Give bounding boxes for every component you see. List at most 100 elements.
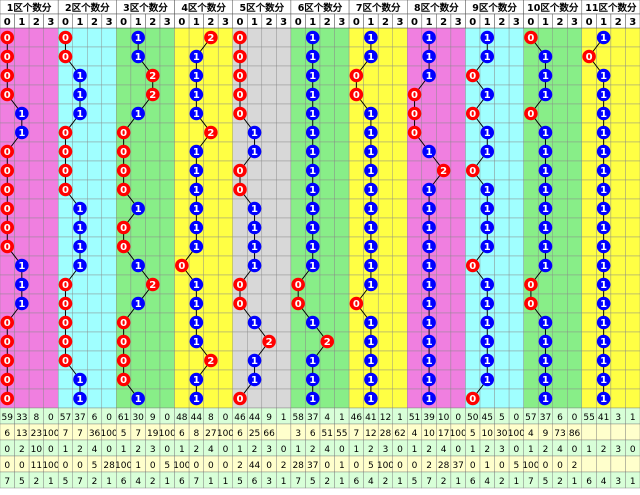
sub-header-label: 0 xyxy=(178,17,185,28)
grid-cell xyxy=(290,65,306,86)
stats-value: 100 xyxy=(159,429,176,439)
grid-cell xyxy=(159,350,175,371)
grid-cell xyxy=(43,65,59,86)
stats-value: 6 xyxy=(179,429,185,439)
grid-cell xyxy=(625,65,640,86)
grid-cell xyxy=(377,198,393,219)
grid-cell xyxy=(581,141,597,162)
grid-cell xyxy=(14,46,30,67)
grid-cell xyxy=(450,274,466,295)
stats-value: 73 xyxy=(554,429,565,439)
stats-value: 7 xyxy=(77,429,83,439)
ball-marker xyxy=(305,353,320,368)
ball-marker xyxy=(131,258,145,273)
grid-cell xyxy=(145,312,161,333)
sub-header-label: 0 xyxy=(586,17,593,28)
grid-cell xyxy=(57,84,73,105)
ball-marker xyxy=(305,163,320,178)
grid-cell xyxy=(57,217,73,238)
stats-value: 11 xyxy=(31,461,42,471)
ball-value-label: 1 xyxy=(600,128,607,139)
grid-cell xyxy=(276,46,292,67)
ball-value-label: 1 xyxy=(542,204,549,215)
stats-value: 4 xyxy=(208,445,214,455)
grid-cell xyxy=(101,312,117,333)
stats-value: 13 xyxy=(16,429,27,439)
ball-value-label: 0 xyxy=(4,90,11,101)
sub-header-label: 1 xyxy=(426,17,433,28)
grid-cell xyxy=(14,141,30,162)
stats-value: 5 xyxy=(499,413,505,423)
ball-value-label: 1 xyxy=(309,204,316,215)
grid-cell xyxy=(392,293,408,314)
grid-cell xyxy=(421,103,437,124)
grid-cell xyxy=(436,331,452,352)
grid-cell xyxy=(581,312,597,333)
stats-value: 2 xyxy=(33,477,39,487)
grid-cell xyxy=(567,141,583,162)
stats-value: 2 xyxy=(310,445,316,455)
ball-value-label: 1 xyxy=(367,356,374,367)
grid-cell xyxy=(159,27,175,48)
ball-marker xyxy=(596,144,611,159)
grid-cell xyxy=(348,236,364,257)
stats-cell xyxy=(596,423,612,441)
stats-value: 37 xyxy=(74,413,85,423)
grid-cell xyxy=(625,217,640,238)
grid-cell xyxy=(407,350,423,371)
ball-marker xyxy=(422,296,436,311)
grid-cell xyxy=(116,103,132,124)
stats-value: 1 xyxy=(339,461,345,471)
grid-cell xyxy=(567,331,583,352)
ball-value-label: 0 xyxy=(62,356,69,367)
ball-marker xyxy=(596,201,611,216)
grid-cell xyxy=(276,331,292,352)
grid-cell xyxy=(363,84,379,105)
grid-cell xyxy=(232,331,248,352)
grid-cell xyxy=(261,122,277,143)
grid-cell xyxy=(377,274,393,295)
ball-marker xyxy=(305,315,320,330)
ball-value-label: 1 xyxy=(426,71,433,82)
grid-cell xyxy=(174,122,190,143)
grid-cell xyxy=(261,293,277,314)
ball-value-label: 1 xyxy=(367,337,374,348)
grid-cell xyxy=(610,27,626,48)
grid-cell xyxy=(450,179,466,200)
ball-marker xyxy=(422,144,436,159)
grid-cell xyxy=(567,312,583,333)
grid-cell xyxy=(377,27,393,48)
grid-cell xyxy=(116,255,132,276)
stats-value: 2 xyxy=(19,445,25,455)
grid-cell xyxy=(43,179,59,200)
ball-value-label: 0 xyxy=(237,394,244,405)
ball-marker xyxy=(0,182,15,197)
grid-cell xyxy=(290,122,306,143)
grid-cell xyxy=(625,122,640,143)
grid-cell xyxy=(232,141,248,162)
ball-marker xyxy=(15,125,29,140)
ball-value-label: 0 xyxy=(295,299,302,310)
ball-marker xyxy=(233,106,247,121)
stats-value: 2 xyxy=(150,477,156,487)
grid-cell xyxy=(625,160,640,181)
grid-cell xyxy=(232,122,248,143)
stats-value: 1 xyxy=(63,445,69,455)
ball-marker xyxy=(422,391,436,406)
stats-value: 2 xyxy=(484,445,490,455)
stats-value: 5 xyxy=(121,429,127,439)
grid-cell xyxy=(276,141,292,162)
ball-marker xyxy=(58,125,73,140)
grid-cell xyxy=(57,388,73,409)
grid-cell xyxy=(101,331,117,352)
region-header-label: 11区个数分 xyxy=(585,2,637,14)
stats-value: 3 xyxy=(383,445,389,455)
ball-marker xyxy=(58,277,73,292)
grid-cell xyxy=(567,103,583,124)
grid-cell xyxy=(567,122,583,143)
grid-cell xyxy=(436,388,452,409)
grid-cell xyxy=(508,179,524,200)
ball-marker xyxy=(233,277,247,292)
grid-cell xyxy=(116,84,132,105)
grid-cell xyxy=(247,179,263,200)
